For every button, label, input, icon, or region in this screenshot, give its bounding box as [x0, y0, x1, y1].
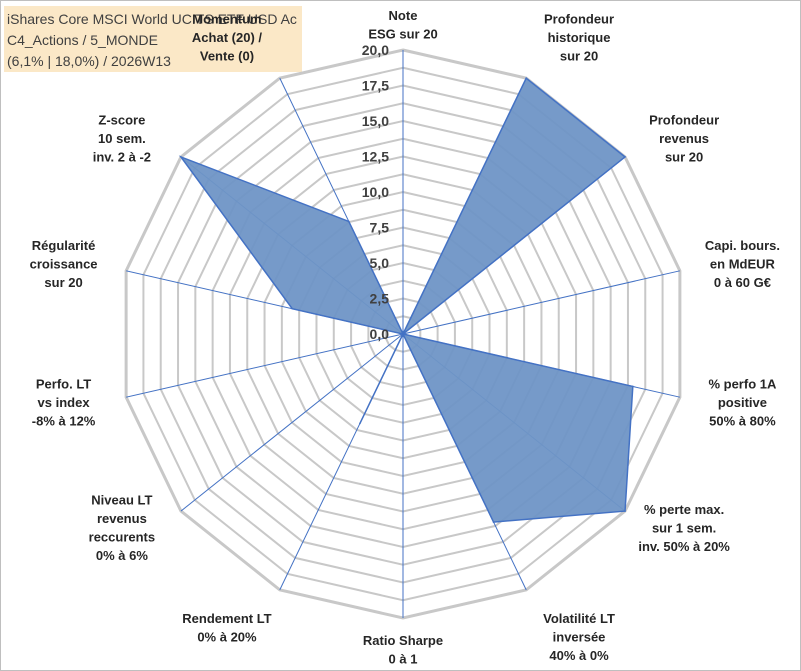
axis-label-12-line-0: Z-score [98, 113, 145, 128]
axis-label-3-line-2: 0 à 60 G€ [714, 275, 771, 290]
axis-label-13-line-2: Vente (0) [200, 48, 254, 63]
axis-label-0: Note ESG sur 20 [368, 8, 437, 42]
data-point-10 [402, 333, 404, 335]
axis-label-10-line-0: Perfo. LT [36, 377, 91, 392]
data-point-8 [359, 422, 361, 425]
axis-label-6-line-1: inversée [553, 630, 606, 645]
axis-label-5-line-0: % perte max. [644, 502, 724, 517]
data-point-5 [624, 510, 626, 512]
axis-label-4-line-2: 50% à 80% [709, 414, 776, 429]
axis-label-9-line-3: 0% à 6% [96, 548, 148, 563]
axis-label-9-line-0: Niveau LT [91, 493, 152, 508]
axis-label-13-line-0: Momentum [192, 11, 261, 26]
axis-label-2: Profondeur revenus sur 20 [649, 113, 719, 165]
axis-label-8-line-1: 0% à 20% [197, 630, 257, 645]
axis-label-0-line-0: Note [389, 8, 418, 23]
data-point-6 [492, 521, 495, 523]
data-point-13 [347, 220, 350, 223]
axis-label-12: Z-score 10 sem. inv. 2 à -2 [93, 113, 151, 165]
axis-label-2-line-0: Profondeur [649, 113, 719, 128]
axis-label-3: Capi. bours. en MdEUR 0 à 60 G€ [705, 238, 780, 290]
chart-title-line-1: iShares Core MSCI World UCITS ETF USD Ac [7, 11, 297, 27]
tick-label-2: 5,0 [370, 255, 390, 271]
tick-label-7: 17,5 [362, 78, 389, 94]
data-area [178, 76, 634, 523]
axis-label-4-line-1: positive [718, 395, 767, 410]
tick-label-5: 12,5 [362, 149, 389, 165]
chart-title-line-2: C4_Actions / 5_MONDE [7, 32, 158, 48]
axis-label-5-line-1: sur 1 sem. [652, 520, 716, 535]
axis-label-0-line-1: ESG sur 20 [368, 27, 437, 42]
axis-label-12-line-2: inv. 2 à -2 [93, 150, 151, 165]
data-point-11 [291, 307, 294, 310]
axis-label-12-line-1: 10 sem. [98, 131, 146, 146]
axis-label-5: % perte max. sur 1 sem. inv. 50% à 20% [638, 502, 730, 554]
axis-label-8-line-0: Rendement LT [182, 611, 271, 626]
tick-label-4: 10,0 [362, 184, 389, 200]
axis-label-3-line-1: en MdEUR [710, 256, 776, 271]
axis-label-1-line-0: Profondeur [544, 11, 614, 26]
tick-label-8: 20,0 [362, 42, 389, 58]
axis-label-10: Perfo. LT vs index -8% à 12% [32, 377, 96, 429]
axis-label-8: Rendement LT 0% à 20% [182, 611, 271, 645]
axis-label-9-line-1: revenus [97, 511, 147, 526]
axis-label-4: % perfo 1A positive 50% à 80% [708, 377, 777, 429]
axis-label-7-line-1: 0 à 1 [389, 652, 418, 667]
axis-label-9-line-2: reccurents [89, 530, 155, 545]
axis-spoke-9 [180, 333, 404, 512]
axis-label-2-line-1: revenus [659, 131, 709, 146]
axis-label-5-line-2: inv. 50% à 20% [638, 539, 730, 554]
axis-label-3-line-0: Capi. bours. [705, 238, 780, 253]
data-point-1 [525, 77, 528, 79]
axis-spoke-10 [126, 333, 404, 398]
axis-label-6-line-2: 40% à 0% [549, 648, 609, 663]
axis-label-11-line-2: sur 20 [44, 275, 82, 290]
axis-label-13: Momentum Achat (20) / Vente (0) [192, 11, 262, 63]
axis-label-4-line-0: % perfo 1A [708, 377, 777, 392]
axis-label-11: Régularité croissance sur 20 [30, 238, 98, 290]
axis-label-1-line-2: sur 20 [560, 48, 598, 63]
axis-label-13-line-1: Achat (20) / [192, 30, 262, 45]
axis-label-11-line-1: croissance [30, 256, 98, 271]
data-point-2 [624, 156, 626, 158]
data-point-4 [632, 385, 634, 388]
axis-label-11-line-0: Régularité [32, 238, 96, 253]
axis-label-10-line-1: vs index [38, 395, 91, 410]
axis-label-1: Profondeur historique sur 20 [544, 11, 614, 63]
tick-label-6: 15,0 [362, 113, 389, 129]
axis-spoke-3 [402, 270, 680, 335]
tick-label-3: 7,5 [370, 220, 390, 236]
chart-title-line-3: (6,1% | 18,0%) / 2026W13 [7, 53, 171, 69]
chart-title-box [4, 6, 302, 72]
tick-label-1: 2,5 [370, 291, 390, 307]
data-point-12 [180, 156, 182, 158]
axis-label-6: Volatilité LT inversée 40% à 0% [543, 611, 615, 663]
tick-label-0: 0,0 [370, 326, 390, 342]
axis-label-7-line-0: Ratio Sharpe [363, 633, 443, 648]
axis-label-1-line-1: historique [548, 30, 611, 45]
axis-label-6-line-0: Volatilité LT [543, 611, 615, 626]
axis-label-7: Ratio Sharpe 0 à 1 [363, 633, 443, 667]
axis-label-9: Niveau LT revenus reccurents 0% à 6% [89, 493, 155, 564]
axis-label-2-line-2: sur 20 [665, 150, 703, 165]
axis-label-10-line-2: -8% à 12% [32, 414, 96, 429]
